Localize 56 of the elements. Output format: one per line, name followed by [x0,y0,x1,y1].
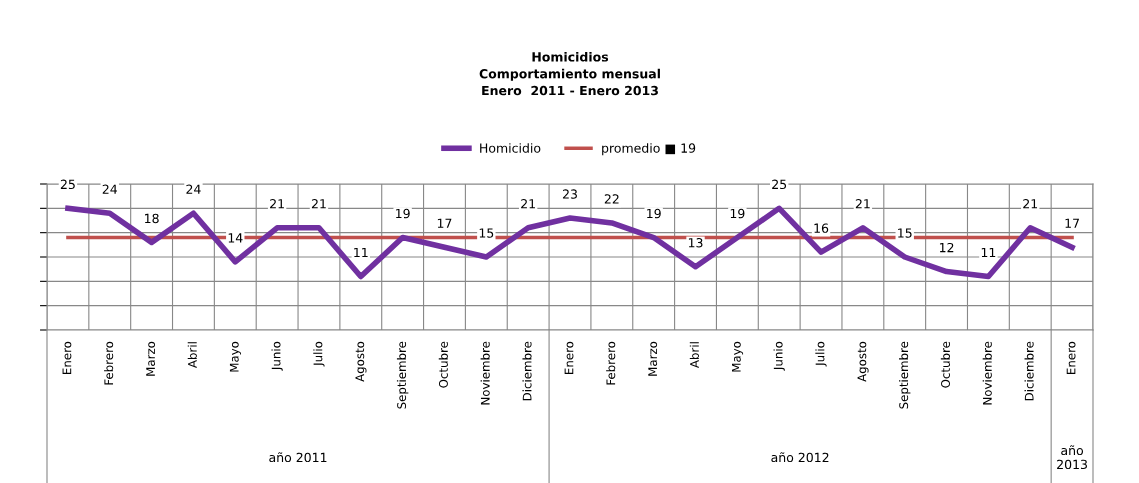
legend-label: promedio ■ 19 [602,143,696,156]
x-tick-label: Enero [62,341,72,374]
x-tick-label: Febrero [606,341,616,385]
x-tick-label: Abril [689,342,699,368]
x-tick-label: Diciembre [522,341,532,401]
data-label: 19 [730,208,745,219]
x-tick-label: Abril [187,342,197,368]
data-label: 21 [855,199,870,209]
data-label: 21 [311,199,326,209]
x-tick-label: Enero [1066,341,1076,374]
data-label: 21 [521,199,535,209]
data-label: 22 [604,194,619,204]
chart-title: Homicidios Comportamiento mensual Enero 2011 - Enero 2013 [479,51,660,96]
data-label: 24 [102,184,118,194]
data-label: 14 [228,233,243,243]
x-tick-label: Julio [815,341,827,367]
text: año 2011 [269,452,327,463]
data-label: 21 [270,199,284,209]
data-label: 11 [981,247,996,258]
data-label: 15 [898,228,912,238]
data-label: 12 [939,242,954,253]
x-tick-label: Agosto [857,341,869,382]
data-label: 17 [1065,218,1079,228]
x-tick-label: Marzo [648,341,658,376]
data-label: 23 [562,189,577,199]
x-tick-label: Noviembre [480,341,490,405]
data-label: 25 [772,179,787,190]
data-label: 17 [437,218,452,228]
data-label: 21 [1023,199,1038,209]
data-label: 16 [814,223,829,233]
data-label: 25 [60,179,75,190]
x-tick-label: Diciembre [1024,341,1034,401]
x-tick-label: Agosto [355,341,367,382]
text: año 2013 [1057,445,1087,470]
data-label: 18 [145,213,159,224]
data-label: 13 [688,238,703,248]
data-label: 24 [186,184,201,194]
x-tick-label: Junio [271,341,283,371]
x-tick-label: Enero [564,341,574,374]
x-tick-label: Mayo [229,341,241,372]
x-tick-label: Mayo [732,341,744,372]
x-tick-label: Marzo [146,341,156,376]
x-tick-label: Julio [313,341,325,367]
data-label: 15 [479,228,494,238]
x-tick-label: Noviembre [982,341,992,405]
data-label: 19 [647,208,661,219]
text: año 2012 [771,452,829,463]
data-label: 11 [354,247,368,258]
x-tick-label: Octubre [438,341,448,388]
x-tick-label: Febrero [104,341,114,385]
data-label: 19 [396,208,410,219]
x-tick-label: Septiembre [396,341,409,409]
x-tick-label: Junio [773,341,785,371]
x-tick-label: Septiembre [899,341,911,409]
legend-label: Homicidio [480,143,541,153]
x-tick-label: Octubre [940,341,950,388]
